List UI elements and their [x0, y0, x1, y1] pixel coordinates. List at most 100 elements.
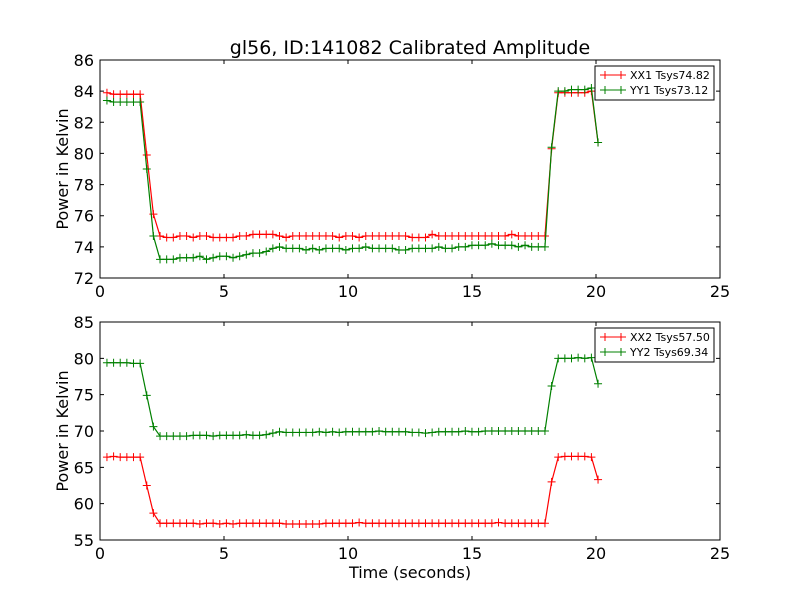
- data-point-marker: [587, 453, 596, 462]
- data-point-marker: [401, 245, 410, 254]
- data-point-marker: [414, 428, 423, 437]
- data-point-marker: [142, 391, 151, 400]
- x-axis-label: Time (seconds): [348, 563, 471, 582]
- data-point-marker: [102, 88, 111, 97]
- data-point-marker: [594, 379, 603, 388]
- data-point-marker: [328, 427, 337, 436]
- data-point-marker: [375, 427, 384, 435]
- data-point-marker: [428, 230, 437, 239]
- legend-label-2: YY1 Tsys73.12: [629, 84, 708, 97]
- data-point-marker: [136, 453, 145, 462]
- data-point-marker: [514, 242, 523, 251]
- legend-swatch-1: [600, 71, 626, 79]
- data-point-marker: [189, 253, 198, 262]
- legend-label-2: YY2 Tsys69.34: [629, 346, 708, 359]
- data-point-marker: [540, 242, 549, 251]
- data-point-marker: [268, 244, 277, 253]
- y-tick-label: 72: [74, 269, 94, 288]
- data-point-marker: [434, 242, 443, 251]
- data-point-marker: [594, 475, 603, 484]
- data-point-marker: [361, 242, 370, 251]
- data-point-marker: [348, 519, 357, 528]
- data-point-marker: [122, 358, 131, 367]
- data-point-marker: [355, 233, 364, 242]
- data-point-marker: [189, 519, 198, 528]
- data-point-marker: [142, 150, 151, 159]
- data-point-marker: [209, 432, 218, 441]
- data-point-marker: [215, 520, 224, 529]
- data-point-marker: [428, 428, 437, 437]
- x-tick-label: 15: [462, 544, 482, 563]
- data-point-marker: [474, 427, 483, 436]
- data-point-marker: [149, 509, 158, 518]
- x-tick-label: 10: [338, 544, 358, 563]
- y-axis-label: Power in Kelvin: [53, 370, 72, 491]
- data-point-marker: [149, 231, 158, 240]
- data-point-marker: [335, 233, 344, 242]
- data-point-marker: [315, 245, 324, 254]
- data-point-marker: [321, 428, 330, 437]
- data-point-marker: [229, 233, 238, 242]
- x-tick-label: 25: [710, 282, 730, 301]
- data-point-marker: [282, 233, 291, 242]
- data-point-marker: [587, 84, 596, 93]
- data-point-marker: [507, 230, 516, 239]
- data-point-marker: [540, 427, 549, 435]
- y-tick-label: 55: [74, 531, 94, 550]
- data-point-marker: [481, 241, 490, 250]
- axes-frame: [99, 59, 721, 279]
- data-point-marker: [341, 245, 350, 254]
- data-point-marker: [315, 427, 324, 436]
- top-plot: 0 5 10 15 20 25 72 74 76 78 80 82 84 86 Power in Kelvi…: [53, 51, 730, 301]
- legend: XX1 Tsys74.82 YY1 Tsys73.12: [594, 65, 715, 101]
- y-tick-label: 86: [74, 51, 94, 70]
- data-point-marker: [448, 244, 457, 253]
- data-point-marker: [507, 241, 516, 250]
- y-tick-label: 76: [74, 207, 94, 226]
- data-point-marker: [421, 233, 430, 242]
- data-point-marker: [355, 518, 364, 527]
- data-point-marker: [580, 85, 589, 94]
- data-point-marker: [209, 519, 218, 528]
- data-point-marker: [209, 253, 218, 262]
- data-point-marker: [335, 244, 344, 253]
- data-point-marker: [262, 430, 271, 439]
- x-tick-label: 5: [219, 282, 229, 301]
- data-point-marker: [295, 244, 304, 253]
- data-point-marker: [142, 165, 151, 173]
- data-point-marker: [540, 519, 549, 528]
- data-point-marker: [335, 428, 344, 437]
- data-point-marker: [262, 247, 271, 256]
- data-point-marker: [229, 520, 238, 529]
- data-point-marker: [102, 453, 111, 462]
- data-point-marker: [202, 255, 211, 264]
- data-point-marker: [136, 359, 145, 368]
- data-point-marker: [242, 231, 251, 240]
- data-point-marker: [169, 233, 178, 242]
- data-point-marker: [554, 453, 563, 462]
- data-point-marker: [461, 242, 470, 251]
- data-point-marker: [401, 427, 410, 436]
- y-tick-label: 70: [74, 422, 94, 441]
- data-point-marker: [328, 231, 337, 240]
- data-point-marker: [580, 452, 589, 461]
- data-point-marker: [136, 98, 145, 107]
- x-tick-label: 5: [219, 544, 229, 563]
- legend-swatch-2: [600, 348, 626, 356]
- legend-box: [594, 327, 715, 363]
- data-point-marker: [242, 250, 251, 259]
- data-point-marker: [428, 244, 437, 253]
- y-tick-label: 84: [74, 82, 94, 101]
- data-point-marker: [421, 429, 430, 438]
- data-point-marker: [487, 519, 496, 528]
- data-point-marker: [494, 518, 503, 527]
- legend-swatch-2: [600, 86, 626, 94]
- x-tick-label: 10: [338, 282, 358, 301]
- data-point-marker: [268, 230, 277, 239]
- y-tick-label: 82: [74, 113, 94, 132]
- data-point-marker: [308, 244, 317, 253]
- x-tick-label: 25: [710, 544, 730, 563]
- data-point-marker: [136, 90, 145, 99]
- legend-box: [594, 65, 715, 101]
